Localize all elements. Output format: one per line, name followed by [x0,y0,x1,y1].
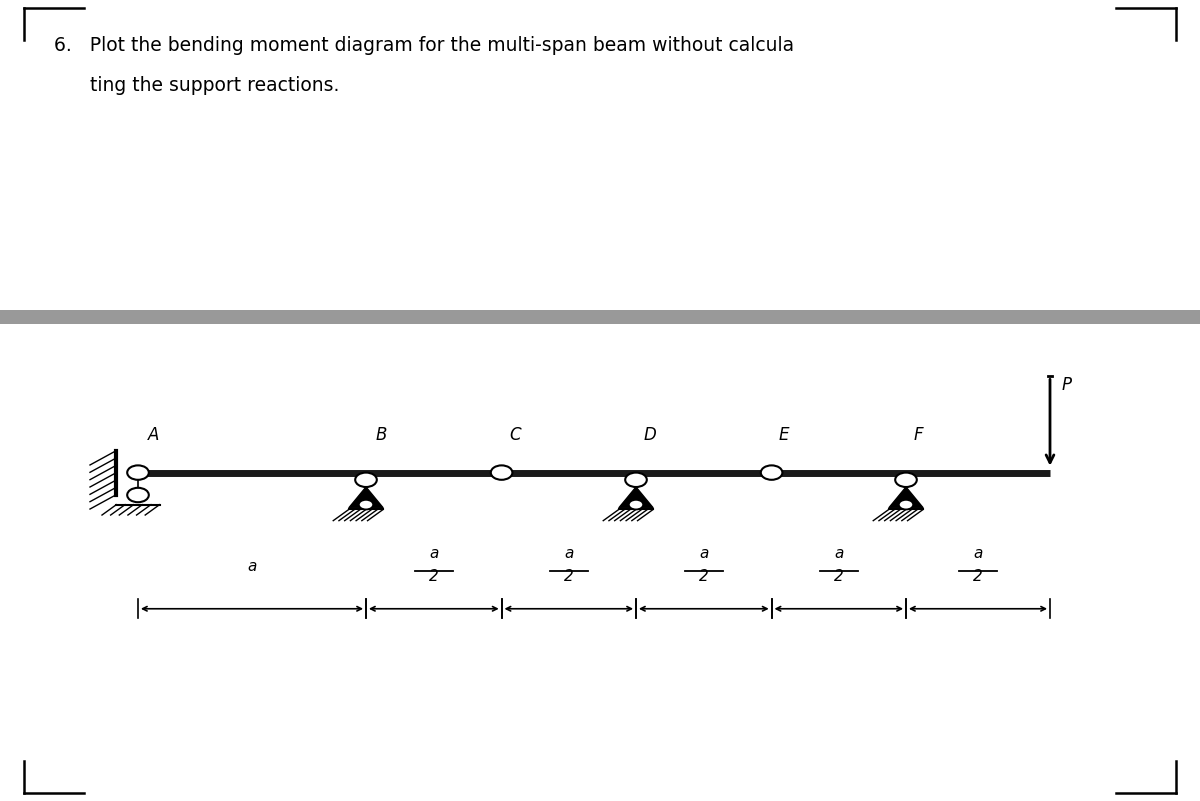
Text: a: a [834,545,844,561]
Circle shape [127,465,149,480]
Text: 2: 2 [698,569,709,584]
Text: 2: 2 [834,569,844,584]
Text: P: P [1062,376,1072,394]
Text: C: C [509,426,521,444]
Circle shape [359,500,373,509]
Bar [0,310,1200,324]
Text: 2: 2 [564,569,574,584]
Text: a: a [247,559,257,574]
Circle shape [895,473,917,487]
Polygon shape [349,487,383,508]
Text: A: A [148,426,158,444]
Text: B: B [376,426,386,444]
Text: 2: 2 [973,569,983,584]
Text: F: F [913,426,923,444]
Circle shape [127,488,149,502]
Text: 6.   Plot the bending moment diagram for the multi-span beam without calcula: 6. Plot the bending moment diagram for t… [54,36,794,55]
Circle shape [355,473,377,487]
Polygon shape [619,487,653,508]
Circle shape [899,500,913,509]
Text: a: a [700,545,708,561]
Text: D: D [643,426,656,444]
Text: E: E [779,426,790,444]
Text: ting the support reactions.: ting the support reactions. [54,76,340,95]
Circle shape [625,473,647,487]
Polygon shape [889,487,923,508]
Circle shape [629,500,643,509]
Text: a: a [564,545,574,561]
Text: a: a [973,545,983,561]
Circle shape [761,465,782,480]
Text: a: a [430,545,438,561]
Text: 2: 2 [428,569,439,584]
Circle shape [491,465,512,480]
